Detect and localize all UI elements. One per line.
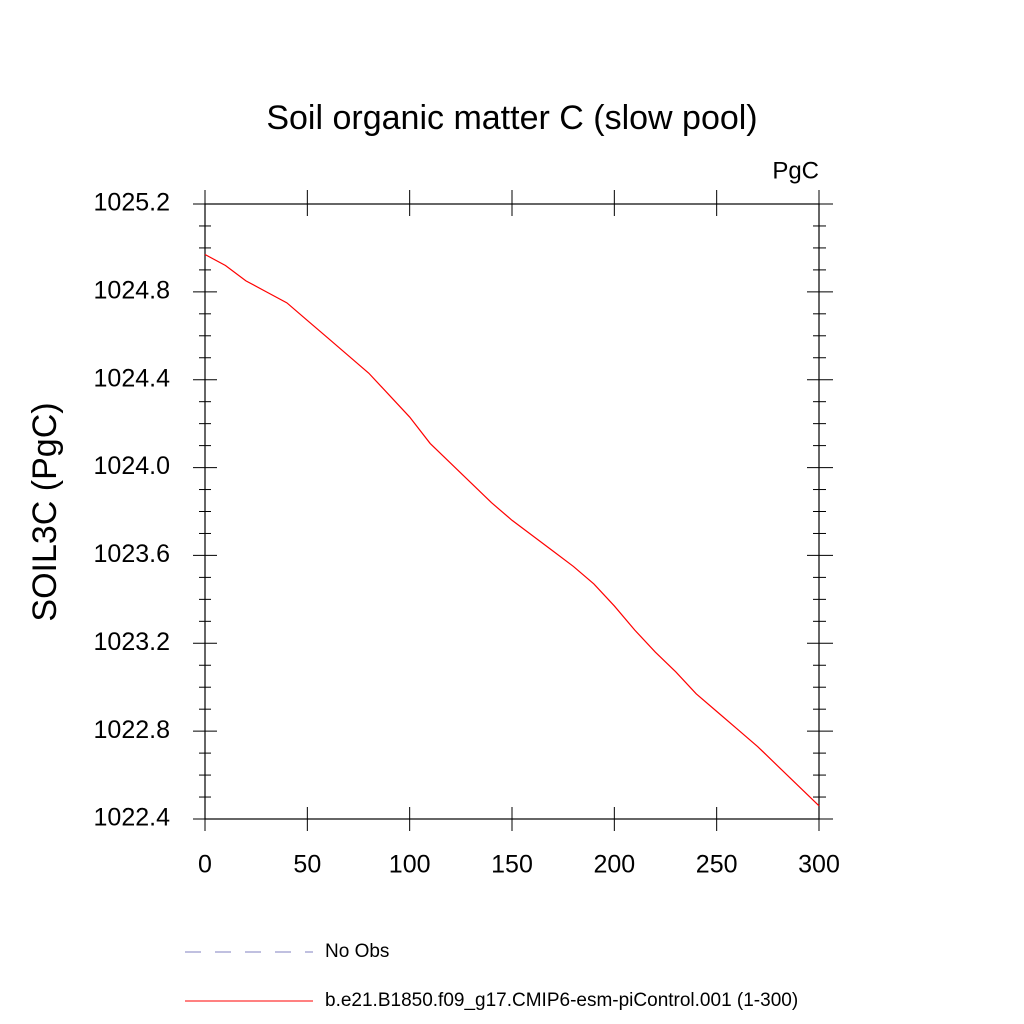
x-tick-label: 250 (696, 851, 738, 879)
y-tick-label: 1024.4 (94, 364, 171, 392)
x-tick-label: 100 (389, 851, 431, 879)
y-tick-label: 1023.6 (94, 540, 170, 568)
y-tick-label: 1024.0 (94, 452, 170, 480)
y-tick-label: 1025.2 (94, 189, 170, 217)
plot-frame (204, 203, 820, 820)
y-axis-label: SOIL3C (PgC) (26, 402, 64, 621)
x-tick-label: 150 (491, 851, 533, 879)
x-tick-label: 0 (198, 851, 212, 879)
units-label: PgC (772, 157, 819, 184)
y-tick-label: 1022.4 (94, 804, 171, 832)
legend-label: b.e21.B1850.f09_g17.CMIP6-esm-piControl.… (325, 990, 798, 1011)
y-tick-label: 1023.2 (94, 628, 170, 656)
x-tick-label: 300 (798, 851, 840, 879)
legend-label: No Obs (325, 941, 389, 962)
chart-title: Soil organic matter C (slow pool) (266, 99, 757, 137)
y-tick-label: 1022.8 (94, 716, 170, 744)
data-line (204, 253, 820, 807)
x-tick-label: 50 (293, 851, 321, 879)
y-tick-label: 1024.8 (94, 276, 170, 304)
x-tick-label: 200 (593, 851, 635, 879)
